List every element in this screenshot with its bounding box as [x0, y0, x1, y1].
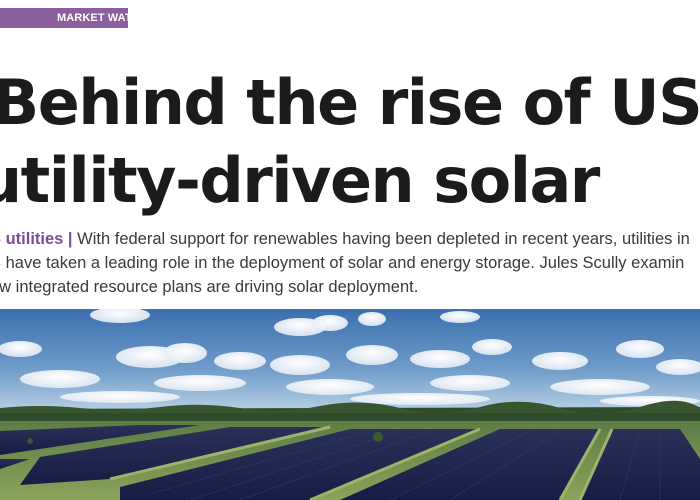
- solar-panel-rows: [0, 425, 700, 500]
- standfirst-line-1: S utilities | With federal support for r…: [0, 227, 690, 251]
- standfirst-line-1-text: With federal support for renewables havi…: [72, 230, 690, 248]
- headline: Behind the rise of US utility-driven sol…: [0, 64, 700, 220]
- headline-line-2: utility-driven solar: [0, 144, 600, 217]
- standfirst: S utilities | With federal support for r…: [0, 227, 690, 299]
- section-tag: MARKET WATCH: [0, 8, 148, 28]
- clouds: [0, 309, 700, 406]
- solar-farm-illustration: [0, 309, 700, 500]
- standfirst-line-2: S have taken a leading role in the deplo…: [0, 254, 685, 272]
- solar-farm-photo: [0, 309, 700, 500]
- standfirst-line-3: ow integrated resource plans are driving…: [0, 278, 419, 296]
- tree: [373, 432, 383, 442]
- access-roads: [109, 425, 614, 500]
- headline-line-1: Behind the rise of US: [0, 66, 700, 139]
- standfirst-kicker: S utilities |: [0, 230, 73, 248]
